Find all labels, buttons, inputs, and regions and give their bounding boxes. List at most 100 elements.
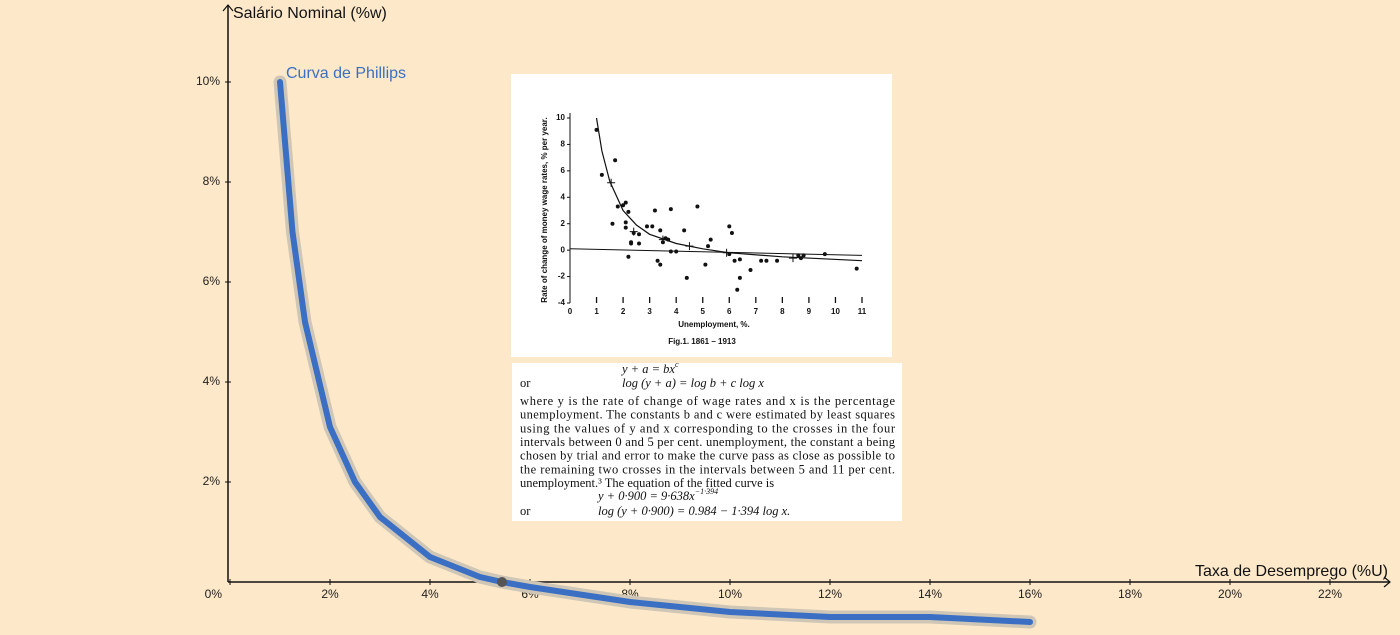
paragraph-line: where y is the rate of change of wage ra…: [520, 394, 895, 408]
inset-point: [668, 249, 673, 254]
inset-point: [748, 267, 753, 272]
inset-cross: [722, 248, 731, 257]
inset-point: [798, 256, 803, 261]
x-tick-label: 18%: [1118, 587, 1142, 601]
inset-point: [759, 258, 764, 263]
inset-point: [796, 253, 801, 258]
y-tick-label: 8%: [203, 174, 221, 188]
inset-point: [666, 237, 671, 242]
inset-point: [644, 224, 649, 229]
inset-y-tick-label: 6: [561, 166, 566, 175]
inset-point: [727, 224, 732, 229]
inset-point: [682, 228, 687, 233]
inset-x-tick-label: 4: [674, 307, 679, 316]
inset-point: [629, 241, 634, 246]
y-tick-label: 2%: [203, 474, 221, 488]
inset-y-label: Rate of change of money wage rates, % pe…: [540, 117, 549, 302]
inset-x-tick-label: 9: [807, 307, 812, 316]
inset-x-tick-label: 2: [621, 307, 626, 316]
y-arrow: [222, 4, 234, 12]
inset-point: [801, 253, 806, 258]
inset-point: [735, 287, 740, 292]
equation-text: log (y + a) = log b + c log x: [622, 376, 764, 390]
inset-point: [822, 252, 827, 257]
inset-point: [599, 172, 604, 177]
inset-y-tick-label: 2: [561, 219, 566, 228]
intersection-dot: [497, 577, 507, 587]
inset-x-tick-label: 6: [727, 307, 732, 316]
equation-sup: −1·394: [695, 487, 718, 496]
paragraph-line: unemployment.³ The equation of the fitte…: [520, 476, 774, 490]
equation: y + 0·900 = 9·638x−1·394: [596, 487, 718, 503]
inset-point: [732, 258, 737, 263]
inset-point: [652, 208, 657, 213]
equation-text: log (y + 0·900) = 0.984 − 1·394 log x.: [598, 504, 790, 518]
y-tick-label: 4%: [203, 374, 221, 388]
equation-prefix: or: [520, 504, 531, 518]
inset-text: [512, 363, 902, 521]
inset-y-tick-label: -2: [558, 272, 566, 281]
x-tick-label: 12%: [818, 587, 842, 601]
inset-point: [706, 244, 711, 249]
inset-y-tick-label: 10: [556, 113, 565, 122]
inset-cross: [685, 242, 694, 251]
inset-point: [637, 241, 642, 246]
inset-cross: [788, 254, 797, 263]
inset-point: [854, 266, 859, 271]
inset-point: [737, 275, 742, 280]
inset-x-label: Unemployment, %.: [678, 320, 750, 329]
y-tick-label: 6%: [203, 274, 221, 288]
equation: y + a = bxc: [620, 360, 679, 376]
inset-x-tick-label: 3: [647, 307, 652, 316]
equation: log (y + a) = log b + c log x: [622, 376, 764, 390]
inset-x-tick-label: 1: [594, 307, 599, 316]
inset-point: [764, 258, 769, 263]
inset-figure: [511, 74, 892, 357]
inset-point: [703, 262, 708, 267]
inset-point: [623, 225, 628, 230]
inset-point: [621, 203, 626, 208]
inset-y-tick-label: 0: [561, 245, 566, 254]
equation: log (y + 0·900) = 0.984 − 1·394 log x.: [598, 504, 790, 518]
x-tick-label: 4%: [421, 587, 439, 601]
x-tick-label: 16%: [1018, 587, 1042, 601]
inset-point: [655, 258, 660, 263]
inset-point: [708, 237, 713, 242]
inset-point: [674, 249, 679, 254]
inset-point: [737, 257, 742, 262]
inset-point: [668, 207, 673, 212]
inset-point: [626, 254, 631, 259]
x-tick-label: 20%: [1218, 587, 1242, 601]
curve-label: Curva de Phillips: [286, 65, 406, 82]
inset-point: [626, 209, 631, 214]
inset-point: [729, 230, 734, 235]
inset-point: [623, 220, 628, 225]
paragraph-line: unemployment. The constants b and c were…: [520, 408, 895, 422]
inset-x-tick-label: 11: [858, 307, 867, 316]
equation-sup: c: [675, 360, 679, 369]
inset-point: [637, 232, 642, 237]
y-axis-title: Salário Nominal (%w): [233, 5, 387, 22]
inset-point: [684, 275, 689, 280]
equation-text: y + a = bx: [620, 362, 675, 376]
inset-point: [610, 221, 615, 226]
inset-fitted-curve: [595, 117, 863, 262]
inset-cross: [629, 227, 638, 236]
y-tick-label: 10%: [196, 74, 220, 88]
equation-prefix: or: [520, 376, 531, 390]
inset-caption: Fig.1. 1861 – 1913: [668, 337, 736, 346]
paragraph-line: intervals between 0 and 5 per cent. unem…: [520, 435, 896, 449]
inset-point: [650, 224, 655, 229]
inset-zero-line: [569, 248, 863, 256]
inset-point: [613, 158, 618, 163]
inset-point: [623, 200, 628, 205]
inset-x-tick-label: 0: [568, 307, 573, 316]
inset-x-tick-label: 5: [701, 307, 706, 316]
inset-x-tick-label: 7: [754, 307, 759, 316]
inset-point: [594, 127, 599, 132]
x-tick-label: 2%: [321, 587, 339, 601]
inset-cross: [658, 235, 667, 244]
x-tick-label: 22%: [1318, 587, 1342, 601]
inset-y-tick-label: 4: [561, 192, 566, 201]
